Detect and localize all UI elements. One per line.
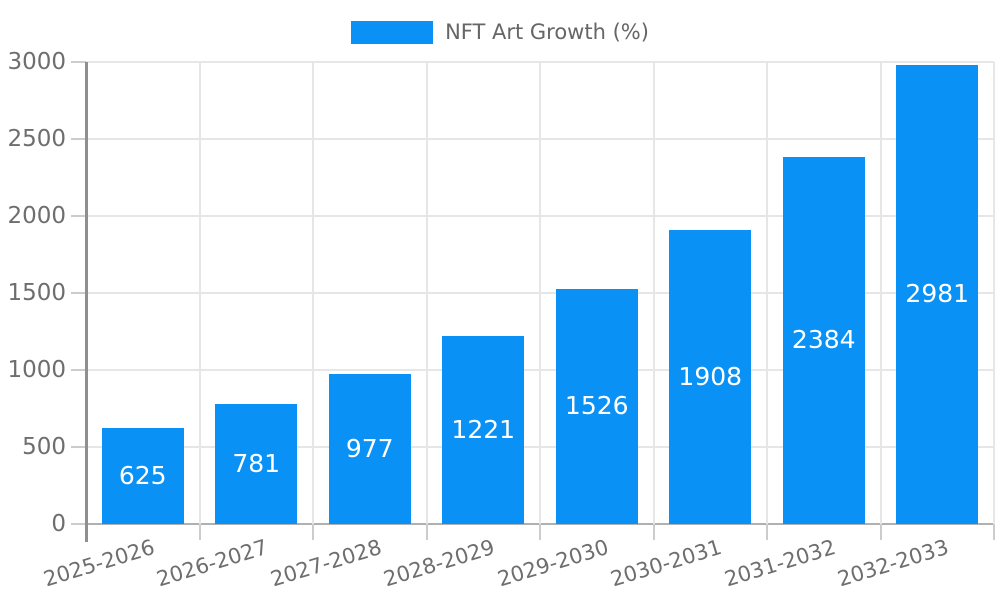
bar[interactable] (782, 156, 865, 524)
y-tick (71, 138, 86, 140)
x-gridline (993, 62, 995, 524)
bar-value-label: 1526 (564, 391, 629, 421)
x-gridline (425, 62, 428, 524)
x-gridline (652, 62, 655, 524)
legend-swatch-icon (351, 21, 434, 44)
x-tick (652, 524, 655, 540)
x-gridline (312, 62, 314, 524)
y-tick-label: 3000 (7, 49, 66, 75)
x-gridline (539, 62, 541, 524)
legend-label: NFT Art Growth (%) (445, 20, 649, 44)
bar-value-label: 781 (232, 448, 281, 478)
legend[interactable]: NFT Art Growth (%) (0, 20, 1000, 45)
y-tick-label: 1000 (7, 357, 66, 383)
bar[interactable] (442, 335, 525, 524)
bar-value-label: 1908 (678, 362, 743, 392)
y-tick-label: 2000 (7, 203, 66, 229)
plot-area: 0 500 1000 1500 2000 2500 3000 625 2025-2026 781 2… (7, 49, 995, 591)
y-axis-line (85, 62, 88, 542)
x-tick (312, 524, 314, 540)
bar[interactable] (896, 64, 979, 524)
y-tick (71, 215, 86, 217)
y-tick (71, 523, 86, 525)
x-tick (198, 524, 201, 540)
x-tick (993, 524, 995, 540)
bar-value-label: 1221 (451, 414, 516, 444)
bar-value-label: 625 (118, 460, 167, 490)
x-gridline (879, 62, 882, 524)
y-tick (71, 369, 86, 371)
y-tick-label: 0 (51, 511, 66, 537)
x-gridline (198, 62, 201, 524)
x-tick (539, 524, 541, 540)
bar-value-label: 2981 (905, 279, 970, 309)
bar-value-label: 2384 (791, 325, 856, 355)
y-tick-label: 1500 (7, 280, 66, 306)
x-tick (766, 524, 768, 540)
bar-value-label: 977 (345, 433, 394, 463)
bar[interactable] (215, 403, 298, 524)
bar[interactable] (328, 373, 411, 524)
x-gridline (766, 62, 768, 524)
x-tick (879, 524, 882, 540)
bar[interactable] (669, 230, 752, 524)
bar[interactable] (101, 427, 184, 524)
y-tick-label: 2500 (7, 126, 66, 152)
y-tick (71, 446, 86, 448)
x-tick (425, 524, 428, 540)
y-tick (71, 292, 86, 294)
y-tick (71, 61, 86, 63)
y-tick-label: 500 (22, 434, 66, 460)
bar[interactable] (555, 288, 638, 524)
